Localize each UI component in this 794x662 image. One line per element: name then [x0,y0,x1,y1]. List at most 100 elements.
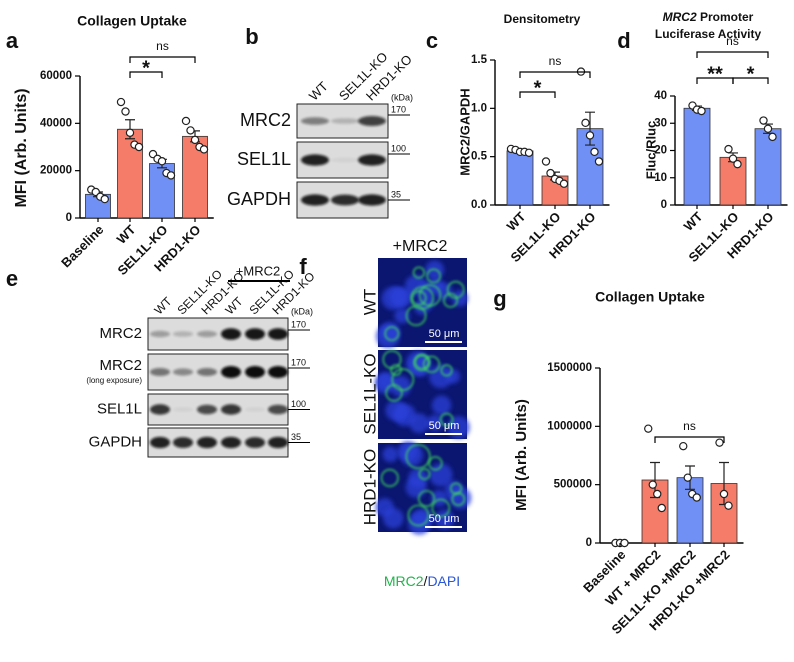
bar [683,107,711,206]
mrc2-signal [440,364,453,377]
nucleus [451,290,469,307]
lane-label: WT [151,294,175,318]
unit-label: (kDa) [291,306,313,316]
data-point [121,107,130,116]
nucleus [388,286,409,307]
y-tick-label: 1.0 [471,102,487,114]
y-tick-label: 0.0 [471,199,487,211]
data-point [541,157,551,166]
data-point [620,538,629,548]
nucleus [394,307,410,324]
nucleus [407,512,431,535]
row-label: MRC2 [240,110,291,130]
y-tick-label: 1000000 [547,420,592,432]
stain-separator: / [424,573,428,589]
blot-band [173,407,193,412]
mrc2-signal [449,482,463,495]
mrc2-signal [380,468,399,488]
data-point [733,159,742,169]
nucleus [382,507,404,529]
y-tick-label: 1500000 [547,362,592,374]
data-point [559,179,569,188]
data-point [683,473,692,482]
stain-legend: MRC2/DAPI [384,573,460,589]
blot-band [358,116,386,126]
data-point [763,124,773,133]
significance-label: ns [156,39,169,53]
marker-label: 170 [391,104,406,114]
data-point [653,489,662,499]
mrc2-signal [412,266,426,279]
y-tick-label: 40000 [40,117,72,129]
mrc2-signal [391,368,415,391]
data-point [715,438,724,447]
data-point [190,135,200,145]
chart-title-gene: MRC2 [663,10,697,24]
bar [719,156,747,206]
blot-header: +MRC2 [236,263,280,278]
y-tick-label: 1.5 [471,54,488,66]
data-point [134,142,144,152]
scale-bar-label: 50 μm [429,513,460,525]
image-header: +MRC2 [393,238,448,255]
row-label: HRD1-KO [360,449,379,526]
marker-label: 100 [391,143,406,153]
mrc2-signal [446,280,465,299]
significance-bracket [732,77,769,84]
row-note: (long exposure) [86,376,142,385]
data-point [719,489,729,499]
significance-label: ns [683,419,696,433]
data-point [724,501,733,510]
y-axis-label: MFI (Arb. Units) [13,88,30,207]
blot-band [245,407,265,412]
significance-bracket [519,91,556,98]
blot-band [268,328,288,340]
data-point [594,157,604,166]
blot-band [150,368,170,376]
blot-band [221,436,241,449]
mrc2-signal [411,290,427,306]
blot-band [268,436,288,449]
scale-bar-label: 50 μm [429,328,460,340]
mrc2-signal [385,384,403,402]
y-axis-label: Fluc/Rluc [643,121,658,180]
mrc2-signal [413,354,430,371]
marker-label: 170 [291,357,306,367]
blot-band [245,437,265,448]
x-tick-label: WT [504,209,529,234]
y-tick-label: 20000 [40,165,72,177]
chart-title: Collagen Uptake [77,13,187,29]
nucleus [405,476,427,498]
row-label: MRC2 [99,357,142,374]
blot-band [268,366,288,378]
data-point [116,97,126,107]
panel-label: b [245,24,258,49]
blot-band [173,368,193,376]
lane-label: WT [306,79,331,104]
mrc2-signal [417,490,436,508]
data-point [585,131,595,140]
data-point [728,154,738,163]
chart-subtitle: Luciferase Activity [655,27,762,41]
chart-title: Collagen Uptake [595,289,705,305]
panel-label: e [6,266,18,291]
blot-band [221,404,241,415]
mrc2-signal [431,498,451,518]
blot-band [331,194,359,206]
y-tick-label: 30 [654,117,667,129]
y-tick-label: 0 [66,212,72,224]
row-label: GAPDH [227,189,291,209]
data-point [199,145,209,154]
chart-title-text: Promoter [700,10,754,24]
y-axis-label: MFI (Arb. Units) [513,399,530,511]
significance-bracket [696,51,769,58]
data-point [166,171,176,180]
nucleus [431,395,452,416]
significance-label: ns [726,34,739,48]
marker-label: 35 [291,432,301,442]
y-tick-label: 0 [586,537,592,549]
mrc2-signal [418,468,431,480]
data-point [657,503,666,513]
nucleus [409,413,430,434]
nucleus [445,369,461,384]
